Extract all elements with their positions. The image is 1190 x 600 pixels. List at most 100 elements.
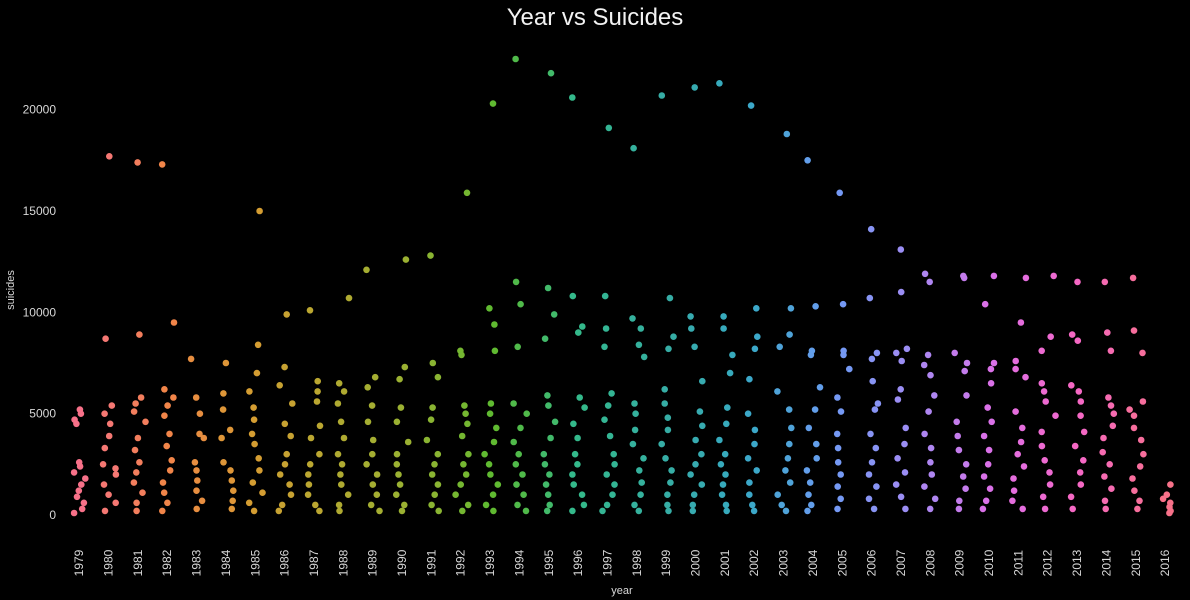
data-point xyxy=(546,471,553,478)
data-point xyxy=(522,507,530,515)
data-point xyxy=(222,359,230,367)
data-point xyxy=(581,404,588,411)
data-point xyxy=(1166,509,1173,517)
data-point xyxy=(192,394,200,401)
data-point xyxy=(70,509,78,517)
data-point xyxy=(804,157,811,164)
data-point xyxy=(398,507,406,515)
x-tick-label: 2005 xyxy=(835,549,849,576)
data-point xyxy=(1010,487,1018,495)
data-point xyxy=(1022,274,1030,282)
data-point xyxy=(630,144,637,152)
data-point xyxy=(776,343,783,351)
data-point xyxy=(985,446,993,454)
data-point xyxy=(519,471,526,478)
data-point xyxy=(813,455,820,462)
data-point xyxy=(106,153,113,160)
data-point xyxy=(873,483,880,490)
data-point xyxy=(101,444,109,452)
data-point xyxy=(786,331,793,338)
data-point xyxy=(163,442,170,450)
data-point xyxy=(716,80,723,87)
data-point xyxy=(256,207,263,215)
data-point xyxy=(219,406,227,413)
data-point xyxy=(487,471,494,478)
data-point xyxy=(168,457,175,464)
data-point xyxy=(510,400,517,407)
data-point xyxy=(458,351,465,359)
data-point xyxy=(132,400,139,407)
data-point xyxy=(579,323,586,330)
data-point xyxy=(1108,485,1115,493)
data-point xyxy=(925,408,932,415)
data-point xyxy=(609,491,616,499)
data-point xyxy=(368,402,376,409)
data-point xyxy=(921,483,928,490)
data-point xyxy=(979,505,987,513)
data-point xyxy=(1010,475,1017,482)
data-point xyxy=(690,491,698,499)
data-point xyxy=(218,434,225,442)
x-tick-label: 1979 xyxy=(72,549,86,576)
data-point xyxy=(369,450,376,458)
data-point xyxy=(316,422,324,430)
data-point xyxy=(605,124,613,132)
data-point xyxy=(200,434,208,442)
data-point xyxy=(603,501,611,509)
data-point xyxy=(611,461,618,468)
data-point xyxy=(689,507,697,515)
x-tick-label: 1990 xyxy=(395,549,409,576)
data-point xyxy=(481,450,488,458)
data-point xyxy=(603,471,610,478)
y-axis-label: suicides xyxy=(5,270,17,310)
data-point xyxy=(751,426,759,434)
data-point xyxy=(898,357,905,365)
data-point xyxy=(749,501,756,509)
data-point xyxy=(547,69,555,77)
x-tick-label: 1999 xyxy=(659,549,673,576)
data-point xyxy=(808,501,815,509)
data-point xyxy=(1074,337,1082,345)
data-point xyxy=(489,491,497,499)
data-point xyxy=(220,390,227,397)
data-point xyxy=(870,505,878,513)
data-point xyxy=(664,501,671,509)
data-point xyxy=(227,467,234,474)
data-point xyxy=(718,491,726,499)
data-point xyxy=(846,365,853,373)
data-point xyxy=(435,507,443,515)
data-point xyxy=(491,347,499,355)
data-point xyxy=(1012,408,1019,415)
data-point xyxy=(699,377,706,385)
data-point xyxy=(134,434,142,442)
data-point xyxy=(316,507,323,515)
x-tick-label: 1997 xyxy=(600,549,614,576)
data-point xyxy=(101,410,108,418)
data-point xyxy=(716,436,723,444)
data-point xyxy=(251,440,258,448)
data-point xyxy=(1046,481,1054,488)
data-point xyxy=(196,430,203,438)
data-point xyxy=(337,418,345,426)
data-point xyxy=(662,455,669,462)
data-point xyxy=(253,369,261,377)
data-point xyxy=(753,305,760,312)
data-point xyxy=(1126,406,1133,413)
data-point xyxy=(70,469,78,476)
data-point xyxy=(981,300,989,308)
data-point xyxy=(428,501,435,509)
data-point xyxy=(774,388,781,395)
x-tick-label: 2008 xyxy=(923,549,937,576)
data-point xyxy=(746,479,753,486)
data-point xyxy=(637,491,644,499)
data-point xyxy=(892,481,900,488)
data-point xyxy=(101,507,109,515)
data-point xyxy=(193,505,200,513)
data-point xyxy=(1068,331,1076,338)
data-point xyxy=(610,450,617,458)
data-point xyxy=(191,459,199,466)
data-point xyxy=(661,386,668,393)
data-point xyxy=(751,440,758,448)
x-tick-label: 1993 xyxy=(483,549,497,576)
